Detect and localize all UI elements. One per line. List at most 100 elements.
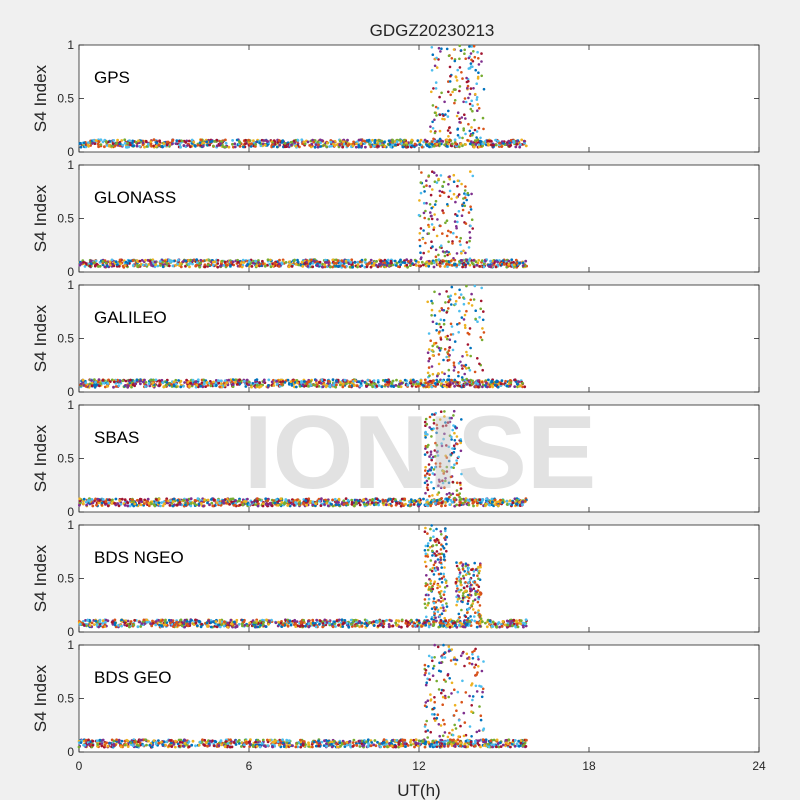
data-point xyxy=(140,258,144,262)
data-point xyxy=(176,503,179,507)
data-point xyxy=(477,145,481,149)
data-point xyxy=(417,213,421,217)
data-point xyxy=(148,259,152,263)
data-point xyxy=(240,265,244,269)
data-point xyxy=(481,318,485,322)
data-point xyxy=(433,502,437,505)
y-tick-label: 1 xyxy=(67,158,74,172)
data-point xyxy=(457,371,460,374)
data-point xyxy=(244,500,248,503)
data-point xyxy=(459,487,463,490)
data-point xyxy=(442,322,446,326)
data-point xyxy=(478,265,481,268)
data-point xyxy=(416,139,420,143)
data-point xyxy=(399,379,402,383)
data-point xyxy=(490,379,494,383)
data-point xyxy=(338,140,342,143)
data-point xyxy=(157,618,161,622)
data-point xyxy=(453,99,457,102)
data-point xyxy=(305,503,308,507)
data-point xyxy=(184,259,188,263)
data-point xyxy=(461,355,464,358)
data-point xyxy=(290,143,293,147)
data-point xyxy=(438,113,442,117)
data-point xyxy=(453,263,456,267)
y-tick-label: 0 xyxy=(67,265,74,279)
data-point xyxy=(462,201,466,205)
y-tick-label: 0 xyxy=(67,505,74,519)
data-point xyxy=(429,130,433,133)
data-point xyxy=(463,323,467,327)
data-point xyxy=(453,463,456,467)
data-point xyxy=(496,260,499,264)
data-point xyxy=(452,192,456,196)
data-point xyxy=(449,131,452,135)
data-point xyxy=(444,301,447,304)
data-point xyxy=(131,259,135,262)
data-point xyxy=(300,138,304,142)
data-point xyxy=(303,262,307,265)
data-point xyxy=(184,141,188,144)
data-point xyxy=(151,381,155,385)
data-point xyxy=(493,503,497,506)
data-point xyxy=(115,263,119,267)
data-point xyxy=(208,143,212,147)
data-point xyxy=(476,138,480,142)
data-point xyxy=(219,379,223,383)
data-point xyxy=(458,44,462,48)
data-point xyxy=(324,385,328,389)
data-point xyxy=(442,211,445,215)
data-point xyxy=(441,308,444,312)
data-point xyxy=(466,261,470,265)
data-point xyxy=(446,265,449,268)
data-point xyxy=(501,498,505,502)
data-point xyxy=(507,263,511,266)
data-point xyxy=(397,385,401,388)
data-point xyxy=(343,378,347,382)
data-point xyxy=(371,385,374,389)
data-point xyxy=(171,264,175,268)
data-point xyxy=(458,503,461,507)
data-point xyxy=(206,383,210,387)
data-point xyxy=(163,260,167,263)
data-point xyxy=(127,259,131,263)
data-point xyxy=(315,383,319,387)
data-point xyxy=(438,194,442,197)
data-point xyxy=(383,261,387,265)
data-point xyxy=(394,143,397,147)
data-point xyxy=(216,498,220,502)
data-point xyxy=(154,620,158,623)
data-point xyxy=(470,382,474,386)
data-point xyxy=(332,383,335,387)
data-point xyxy=(440,382,443,385)
data-point xyxy=(254,380,257,384)
data-point xyxy=(318,499,321,503)
data-point xyxy=(137,139,140,143)
data-point xyxy=(472,145,476,149)
plot-area xyxy=(78,164,760,273)
data-point xyxy=(422,497,425,501)
data-point xyxy=(486,139,489,143)
data-point xyxy=(277,262,281,266)
data-point xyxy=(117,504,121,508)
data-point xyxy=(93,385,97,389)
data-point xyxy=(360,264,364,267)
data-point xyxy=(470,304,474,307)
data-point xyxy=(206,263,210,267)
data-point xyxy=(151,378,155,382)
data-point xyxy=(124,379,128,383)
data-point xyxy=(325,501,329,505)
data-point xyxy=(428,203,432,206)
data-point xyxy=(121,143,125,147)
data-point xyxy=(131,139,135,143)
data-point xyxy=(199,138,203,142)
data-point xyxy=(229,497,233,501)
data-point xyxy=(311,261,315,265)
data-point xyxy=(431,104,435,107)
data-point xyxy=(381,500,385,503)
data-point xyxy=(502,263,506,266)
data-point xyxy=(135,144,139,148)
data-point xyxy=(93,264,97,268)
data-point xyxy=(484,259,487,263)
data-point xyxy=(100,501,104,505)
